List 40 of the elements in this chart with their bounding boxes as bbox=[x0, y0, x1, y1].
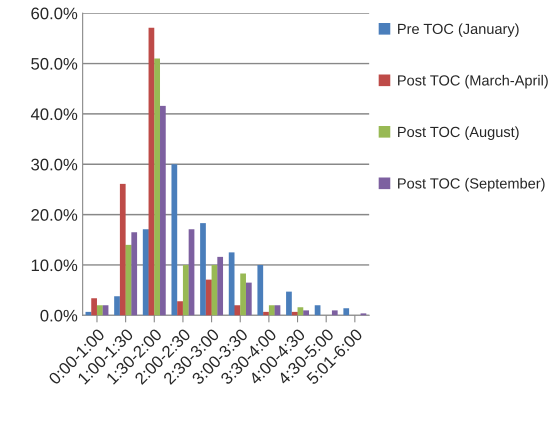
bar bbox=[206, 280, 212, 316]
y-tick-label: 30.0% bbox=[31, 158, 78, 170]
bar bbox=[160, 106, 166, 316]
bar bbox=[114, 296, 120, 316]
bar bbox=[102, 305, 108, 316]
y-tick-label: 40.0% bbox=[30, 108, 78, 120]
bar bbox=[212, 264, 218, 316]
bar bbox=[120, 184, 126, 316]
y-tick-label: 60.0% bbox=[31, 8, 78, 20]
bar bbox=[234, 305, 240, 316]
y-tick-label: 10.0% bbox=[32, 259, 78, 272]
y-tick-label: 0.0% bbox=[40, 310, 78, 322]
bar bbox=[177, 301, 183, 316]
bar bbox=[286, 292, 292, 316]
bar bbox=[91, 298, 97, 316]
legend-label: Pre TOC (January) bbox=[398, 23, 519, 37]
y-tick-label: 50.0% bbox=[31, 58, 78, 70]
bar bbox=[217, 256, 224, 316]
bar bbox=[200, 223, 206, 316]
bar bbox=[142, 229, 149, 316]
legend-label: Post TOC (August) bbox=[398, 126, 519, 140]
bar bbox=[148, 28, 154, 316]
bar bbox=[246, 282, 252, 316]
bar bbox=[171, 164, 178, 316]
y-tick-label: 20.0% bbox=[31, 209, 78, 221]
bar bbox=[182, 264, 189, 316]
bar bbox=[96, 305, 103, 316]
bar bbox=[154, 58, 160, 316]
legend-label: Post TOC (September) bbox=[398, 178, 545, 192]
bar bbox=[240, 274, 246, 316]
bar bbox=[314, 305, 320, 316]
legend-label: Post TOC (March-April) bbox=[398, 74, 548, 88]
bar bbox=[131, 232, 138, 316]
bar bbox=[268, 305, 275, 316]
bar bbox=[126, 244, 132, 316]
bar bbox=[274, 305, 280, 316]
bar bbox=[188, 229, 194, 316]
bar bbox=[257, 264, 264, 316]
bar bbox=[228, 252, 235, 316]
bar bbox=[298, 307, 304, 316]
